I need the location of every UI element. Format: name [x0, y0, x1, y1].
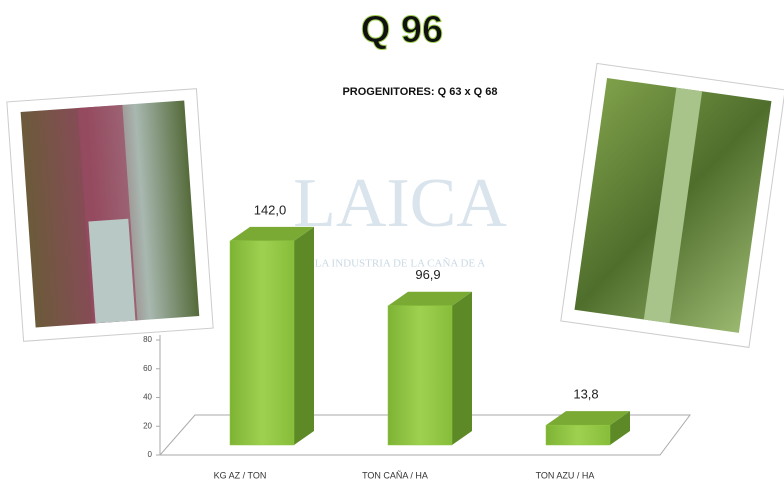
value-label: 13,8	[573, 387, 598, 402]
bar-top	[388, 291, 472, 306]
subtitle: PROGENITORES: Q 63 x Q 68	[342, 86, 497, 98]
y-tick-label: 0	[148, 450, 153, 459]
bar-side	[452, 291, 472, 445]
x-tick-label: TON CAÑA / HA	[362, 470, 428, 480]
watermark-caption: LA INDUSTRIA DE LA CAÑA DE A	[315, 258, 486, 270]
y-tick-label: 20	[143, 421, 152, 430]
y-tick-label: 40	[143, 393, 152, 402]
bar-top	[230, 226, 314, 241]
y-tick-label: 60	[143, 364, 152, 373]
title: Q 96	[361, 9, 443, 51]
bar-front	[545, 424, 611, 446]
photo-right	[560, 62, 784, 348]
watermark: LAICA	[293, 165, 507, 242]
bar-side	[294, 226, 314, 445]
value-label: 96,9	[415, 267, 440, 282]
photo-left	[6, 88, 214, 342]
plot: 0 20 40 60 80 142,0 KG AZ / TON 96,9 TON CAÑA / …	[143, 202, 630, 480]
bar-side	[610, 411, 630, 445]
bar	[545, 411, 630, 446]
y-tick-label: 80	[143, 335, 152, 344]
bar-top	[546, 411, 630, 426]
x-tick-label: KG AZ / TON	[214, 470, 267, 480]
bar-front	[229, 240, 295, 446]
bar-front	[387, 305, 453, 446]
x-tick-label: TON AZU / HA	[536, 470, 595, 480]
bar	[229, 226, 314, 446]
bar	[387, 291, 472, 446]
value-label: 142,0	[254, 202, 287, 217]
